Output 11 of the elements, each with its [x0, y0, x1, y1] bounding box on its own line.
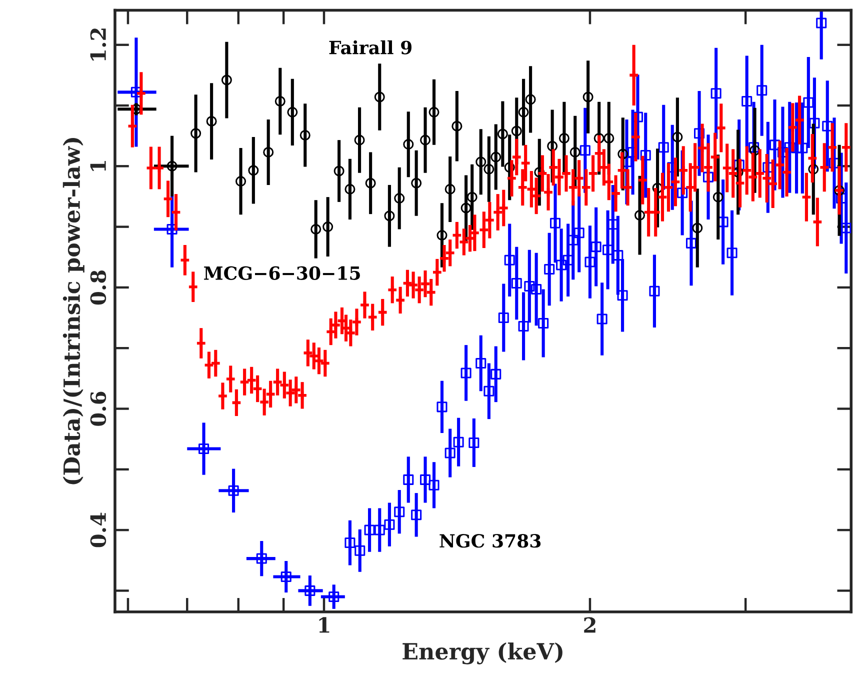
y-axis-title: (Data)/(Intrinsic power-law): [62, 138, 84, 484]
x-tick-label: 2: [584, 617, 596, 633]
y-tick-label: 1.2: [90, 28, 106, 60]
y-tick-label: 0.4: [90, 512, 106, 548]
x-axis-title: Energy (keV): [402, 642, 562, 664]
y-tick-label: 0.8: [90, 270, 106, 305]
series-label: NGC 3783: [440, 534, 541, 548]
y-tick-label: 0.6: [90, 392, 106, 426]
y-tick-label: 1: [90, 160, 106, 171]
series-label: MCG−6−30−15: [204, 266, 360, 280]
text: Fairall 9: [329, 40, 412, 54]
